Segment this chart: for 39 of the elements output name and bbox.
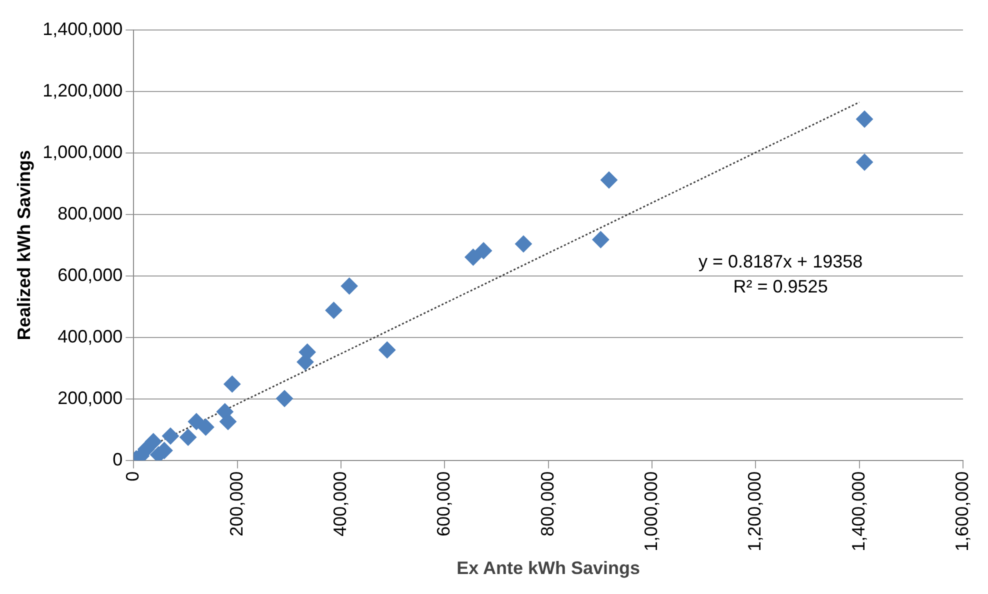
x-tick-label: 1,200,000: [744, 471, 765, 552]
point: [856, 154, 874, 171]
x-axis-title: Ex Ante kWh Savings: [456, 558, 640, 578]
y-axis-title: Realized kWh Savings: [14, 150, 34, 340]
point: [464, 248, 482, 266]
y-tick-label: 0: [112, 449, 123, 470]
x-tick-label: 1,400,000: [848, 471, 868, 552]
point: [197, 418, 214, 436]
y-tick-label: 1,400,000: [42, 18, 123, 39]
annotation: y = 0.8187x + 19358: [698, 251, 863, 272]
y-tick-label: 600,000: [58, 264, 123, 285]
x-tick-label: 200,000: [226, 471, 246, 536]
y-tick-label: 800,000: [58, 203, 123, 224]
point: [162, 428, 179, 445]
x-tick-label: 0: [122, 471, 143, 482]
point: [514, 235, 532, 252]
x-tick-label: 800,000: [537, 471, 558, 536]
point: [592, 231, 610, 248]
point: [856, 110, 874, 128]
point: [220, 413, 237, 430]
point: [325, 302, 342, 319]
y-tick-label: 200,000: [58, 388, 123, 408]
y-tick-label: 1,200,000: [42, 80, 123, 100]
point: [188, 413, 205, 430]
y-tick-label: 1,000,000: [42, 142, 123, 162]
point: [224, 376, 241, 393]
x-tick-label: 400,000: [330, 471, 350, 536]
x-tick-label: 1,000,000: [640, 471, 661, 552]
y-tick-label: 400,000: [58, 326, 123, 346]
point: [180, 428, 197, 446]
point: [475, 242, 492, 260]
annotation: R² = 0.9525: [733, 276, 828, 296]
point: [378, 341, 396, 358]
point: [340, 278, 358, 295]
point: [144, 433, 162, 450]
x-tick-label: 1,600,000: [952, 471, 972, 552]
point: [600, 172, 618, 188]
point: [276, 390, 294, 408]
x-tick-label: 600,000: [434, 471, 454, 536]
